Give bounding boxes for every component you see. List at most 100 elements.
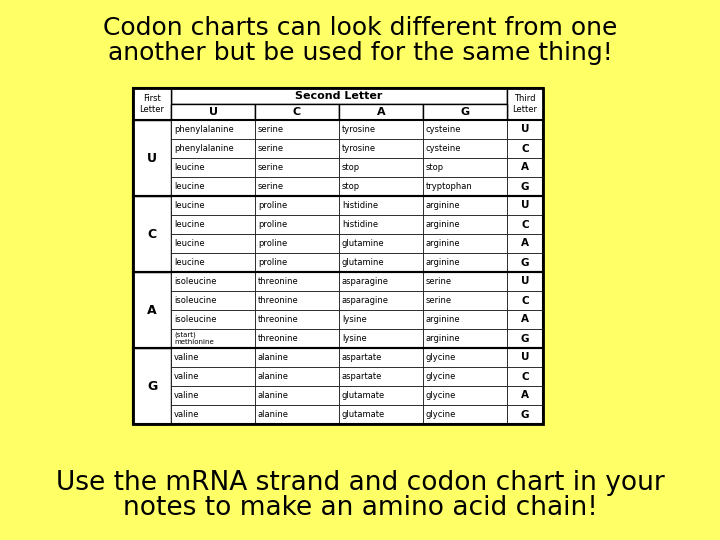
Text: arginine: arginine	[426, 334, 461, 343]
Bar	[339, 253, 423, 272]
Text: serine: serine	[258, 125, 284, 134]
Bar	[339, 234, 423, 253]
Bar	[507, 120, 543, 139]
Bar	[423, 386, 507, 405]
Text: U: U	[521, 125, 529, 134]
Text: notes to make an amino acid chain!: notes to make an amino acid chain!	[122, 495, 598, 521]
Bar	[507, 386, 543, 405]
Text: glycine: glycine	[426, 353, 456, 362]
Text: serine: serine	[426, 296, 452, 305]
Text: proline: proline	[258, 239, 287, 248]
Bar	[507, 291, 543, 310]
Bar	[507, 329, 543, 348]
Text: leucine: leucine	[174, 220, 204, 229]
Bar	[507, 310, 543, 329]
Text: glycine: glycine	[426, 410, 456, 419]
Text: Second Letter: Second Letter	[295, 91, 383, 101]
Text: Codon charts can look different from one: Codon charts can look different from one	[103, 16, 617, 40]
Text: arginine: arginine	[426, 315, 461, 324]
Text: threonine: threonine	[258, 334, 299, 343]
Bar	[507, 234, 543, 253]
Text: G: G	[521, 258, 529, 267]
Text: asparagine: asparagine	[342, 277, 389, 286]
Bar	[133, 348, 543, 424]
Bar	[255, 215, 339, 234]
Bar	[423, 253, 507, 272]
Text: U: U	[521, 353, 529, 362]
Text: G: G	[521, 181, 529, 192]
Bar	[507, 196, 543, 215]
Text: G: G	[147, 380, 157, 393]
Text: A: A	[377, 107, 385, 117]
Bar	[423, 310, 507, 329]
Bar	[133, 196, 543, 272]
Text: lysine: lysine	[342, 334, 366, 343]
Bar	[255, 291, 339, 310]
Text: leucine: leucine	[174, 182, 204, 191]
Bar	[507, 253, 543, 272]
Bar	[171, 177, 255, 196]
Text: lysine: lysine	[342, 315, 366, 324]
Bar	[171, 348, 255, 367]
Text: valine: valine	[174, 391, 199, 400]
Text: arginine: arginine	[426, 220, 461, 229]
Text: C: C	[521, 219, 528, 230]
Bar	[507, 139, 543, 158]
Bar	[133, 348, 171, 424]
Bar	[339, 104, 423, 120]
Text: another but be used for the same thing!: another but be used for the same thing!	[107, 41, 613, 65]
Bar	[171, 104, 255, 120]
Bar	[171, 120, 255, 139]
Bar	[339, 386, 423, 405]
Text: A: A	[521, 314, 529, 325]
Text: arginine: arginine	[426, 201, 461, 210]
Bar	[423, 329, 507, 348]
Bar	[507, 272, 543, 291]
Bar	[133, 196, 171, 272]
Text: cysteine: cysteine	[426, 144, 462, 153]
Text: phenylalanine: phenylalanine	[174, 125, 234, 134]
Bar	[133, 88, 543, 424]
Text: arginine: arginine	[426, 239, 461, 248]
Bar	[507, 88, 543, 120]
Bar	[255, 196, 339, 215]
Bar	[171, 158, 255, 177]
Text: histidine: histidine	[342, 220, 378, 229]
Text: stop: stop	[342, 163, 360, 172]
Bar	[133, 120, 171, 196]
Text: C: C	[293, 107, 301, 117]
Text: C: C	[521, 295, 528, 306]
Bar	[423, 272, 507, 291]
Text: G: G	[460, 107, 469, 117]
Bar	[339, 139, 423, 158]
Bar	[507, 405, 543, 424]
Text: First
Letter: First Letter	[140, 94, 164, 114]
Text: C: C	[521, 372, 528, 381]
Text: A: A	[521, 390, 529, 401]
Text: proline: proline	[258, 220, 287, 229]
Text: valine: valine	[174, 410, 199, 419]
Text: glutamine: glutamine	[342, 239, 384, 248]
Text: G: G	[521, 409, 529, 420]
Bar	[507, 158, 543, 177]
Text: leucine: leucine	[174, 258, 204, 267]
Bar	[255, 253, 339, 272]
Bar	[423, 139, 507, 158]
Text: leucine: leucine	[174, 239, 204, 248]
Bar	[255, 177, 339, 196]
Text: threonine: threonine	[258, 315, 299, 324]
Bar	[423, 348, 507, 367]
Text: tryptophan: tryptophan	[426, 182, 473, 191]
Bar	[423, 291, 507, 310]
Text: leucine: leucine	[174, 201, 204, 210]
Bar	[255, 367, 339, 386]
Bar	[423, 196, 507, 215]
Bar	[423, 104, 507, 120]
Text: valine: valine	[174, 372, 199, 381]
Bar	[423, 177, 507, 196]
Text: aspartate: aspartate	[342, 372, 382, 381]
Text: proline: proline	[258, 258, 287, 267]
Text: asparagine: asparagine	[342, 296, 389, 305]
Bar	[339, 196, 423, 215]
Bar	[423, 120, 507, 139]
